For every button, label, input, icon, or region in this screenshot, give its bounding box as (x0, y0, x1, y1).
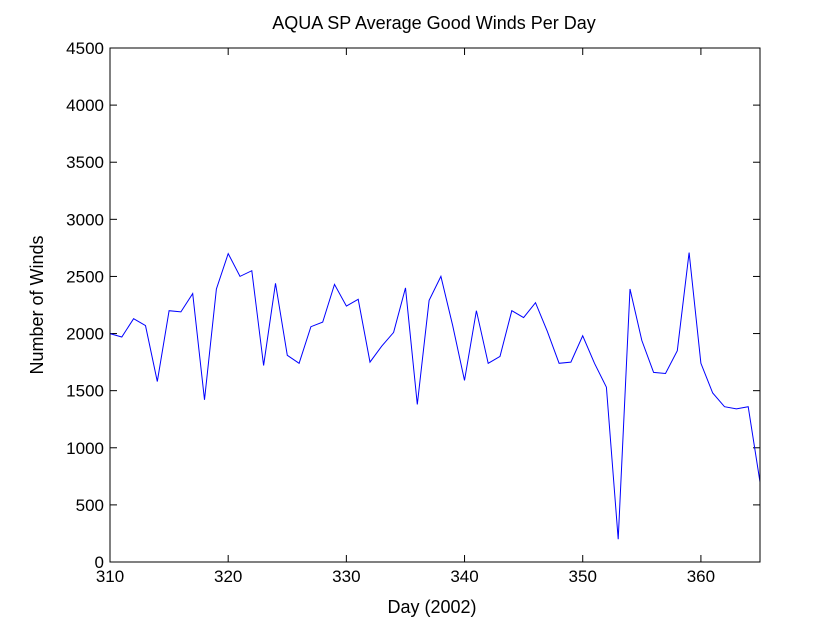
x-tick-label: 340 (450, 567, 478, 586)
x-tick-label: 360 (687, 567, 715, 586)
y-tick-label: 500 (76, 496, 104, 515)
axis-ticks: 310 320 330 340 350 360 0 500 1000 1500 2000 2500 30… (66, 39, 760, 586)
y-tick-label: 0 (95, 553, 104, 572)
y-axis-label: Number of Winds (27, 235, 47, 374)
chart-title: AQUA SP Average Good Winds Per Day (272, 13, 596, 33)
y-tick-label: 3500 (66, 153, 104, 172)
series-line (109, 252, 761, 540)
y-tick-label: 4500 (66, 39, 104, 58)
y-tick-label: 1500 (66, 382, 104, 401)
y-tick-label: 1000 (66, 439, 104, 458)
x-tick-label: 320 (214, 567, 242, 586)
x-axis-label: Day (2002) (387, 597, 476, 617)
x-tick-label: 330 (332, 567, 360, 586)
y-tick-label: 4000 (66, 96, 104, 115)
x-tick-label: 350 (569, 567, 597, 586)
y-tick-label: 2000 (66, 325, 104, 344)
y-tick-label: 2500 (66, 267, 104, 286)
y-tick-label: 3000 (66, 210, 104, 229)
plot-area-frame (109, 47, 761, 563)
x-tick-label: 310 (96, 567, 124, 586)
